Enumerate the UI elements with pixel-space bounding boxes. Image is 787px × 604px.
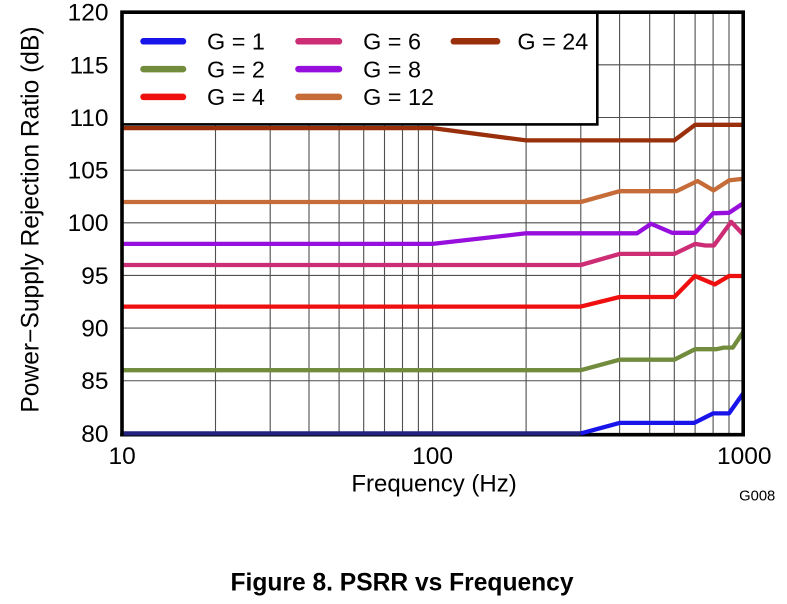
svg-text:G = 8: G = 8 bbox=[363, 56, 421, 82]
svg-text:95: 95 bbox=[81, 263, 108, 290]
svg-text:100: 100 bbox=[412, 443, 453, 470]
svg-text:1000: 1000 bbox=[717, 443, 772, 470]
svg-text:105: 105 bbox=[68, 158, 109, 185]
svg-text:G008: G008 bbox=[739, 489, 775, 505]
svg-text:G = 1: G = 1 bbox=[207, 29, 265, 55]
svg-text:115: 115 bbox=[69, 52, 108, 79]
svg-text:85: 85 bbox=[81, 368, 108, 395]
svg-text:G = 6: G = 6 bbox=[363, 29, 421, 55]
svg-text:Power−Supply Rejection Ratio (: Power−Supply Rejection Ratio (dB) bbox=[17, 26, 44, 412]
svg-text:100: 100 bbox=[68, 210, 109, 237]
svg-text:Frequency (Hz): Frequency (Hz) bbox=[351, 470, 516, 497]
svg-text:10: 10 bbox=[108, 443, 135, 470]
svg-text:G = 24: G = 24 bbox=[517, 29, 588, 55]
svg-text:Figure 8. PSRR vs Frequency: Figure 8. PSRR vs Frequency bbox=[230, 569, 573, 596]
svg-text:90: 90 bbox=[81, 316, 108, 343]
svg-text:G = 12: G = 12 bbox=[363, 84, 434, 110]
svg-text:80: 80 bbox=[81, 421, 108, 448]
svg-text:120: 120 bbox=[68, 0, 109, 27]
svg-text:G = 2: G = 2 bbox=[207, 56, 265, 82]
svg-text:110: 110 bbox=[69, 105, 108, 132]
svg-text:G = 4: G = 4 bbox=[207, 84, 265, 110]
